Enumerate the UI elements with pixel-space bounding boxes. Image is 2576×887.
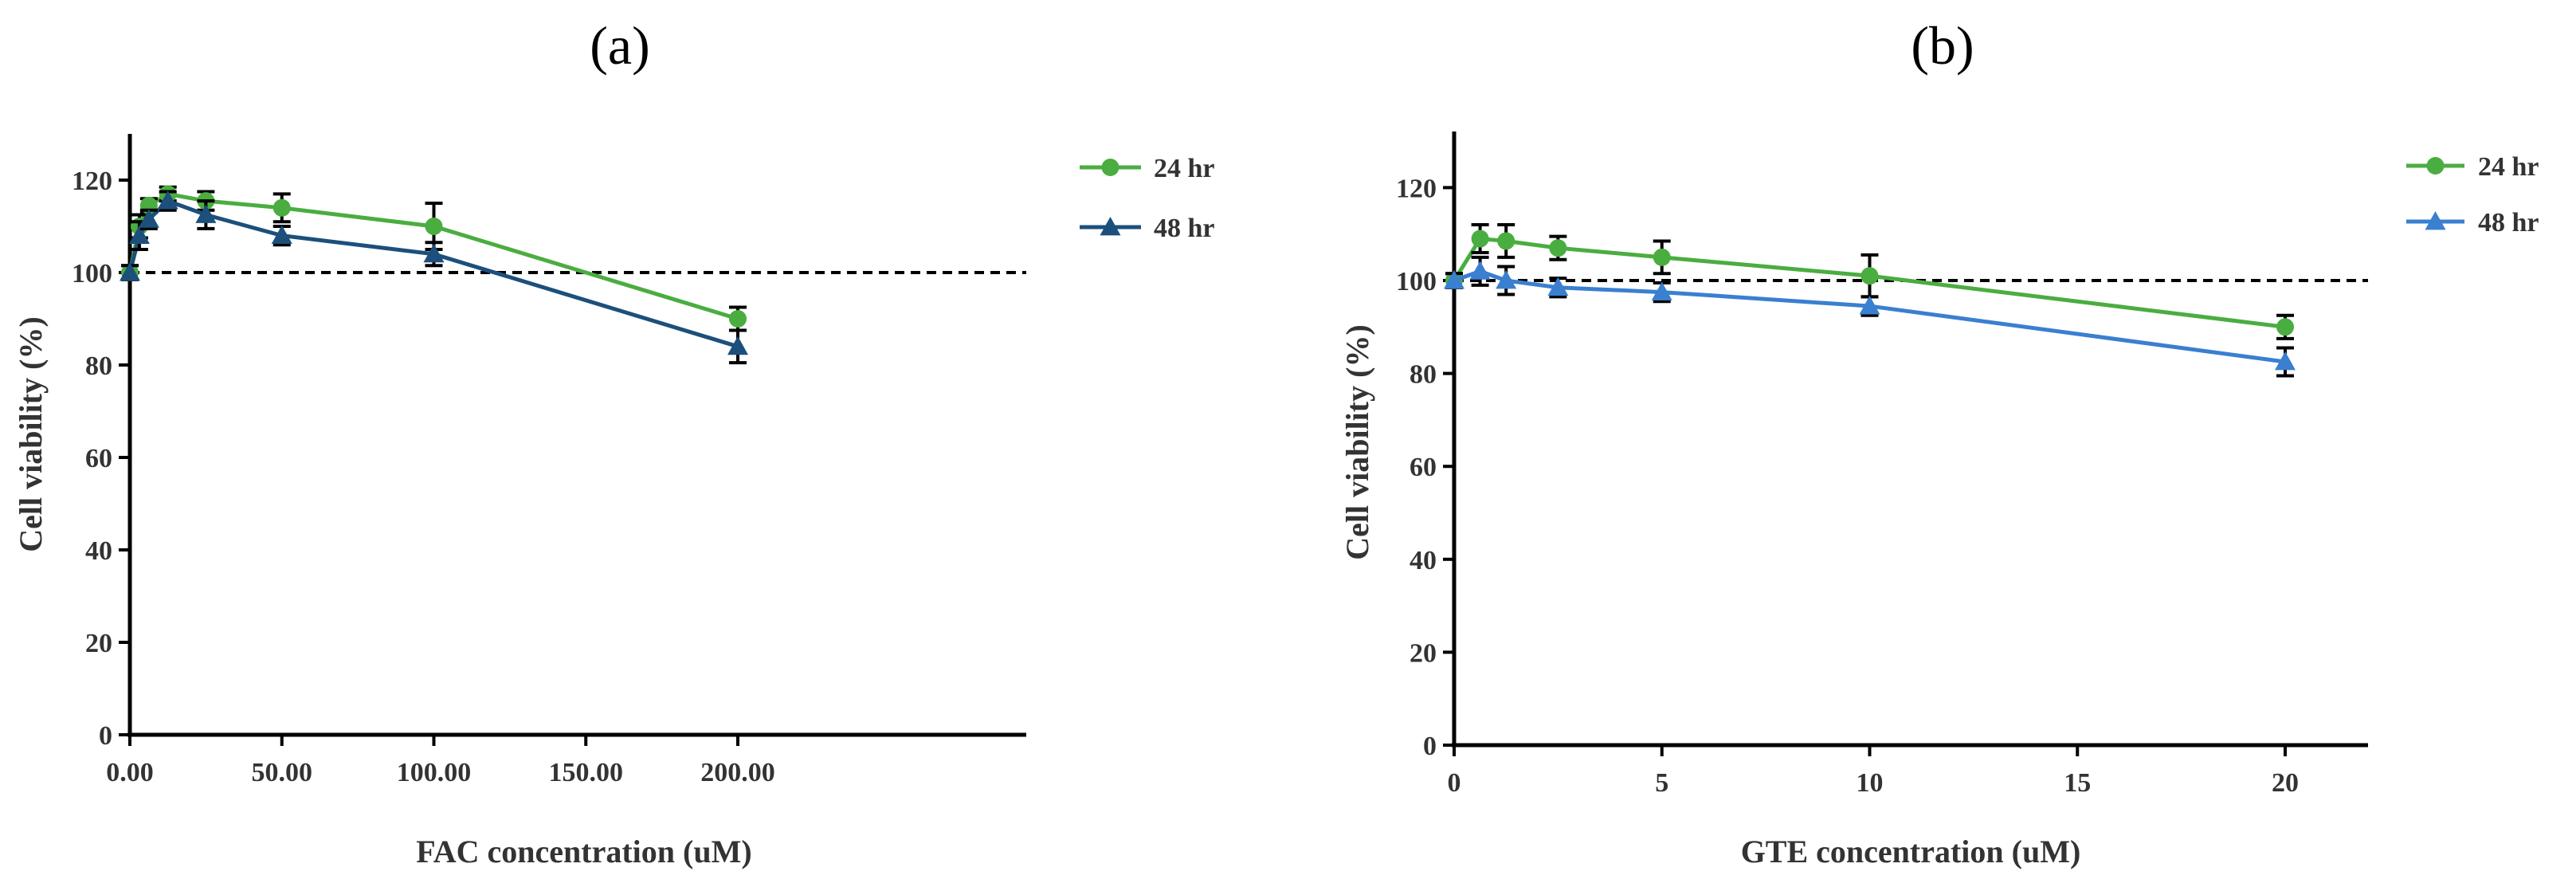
data-point-48-hr bbox=[138, 209, 159, 228]
x-tick-label: 0.00 bbox=[106, 758, 154, 787]
y-axis-title-b: Cell viability (%) bbox=[1339, 324, 1375, 560]
x-axis-title-b: GTE concentration (uM) bbox=[1741, 834, 2081, 869]
y-tick-label: 40 bbox=[1410, 546, 1437, 575]
x-tick-label: 15 bbox=[2064, 768, 2091, 798]
x-tick-label: 0 bbox=[1448, 768, 1461, 798]
x-tick-label: 20 bbox=[2272, 768, 2299, 798]
data-point-24-hr bbox=[1549, 239, 1567, 257]
legend-marker-48-hr bbox=[2425, 211, 2446, 230]
legend-label-48-hr: 48 hr bbox=[2478, 208, 2539, 237]
legend-marker-24-hr bbox=[1101, 159, 1119, 176]
x-tick-label: 200.00 bbox=[700, 758, 775, 787]
data-point-48-hr bbox=[271, 225, 292, 244]
y-axis-title-a: Cell viability (%) bbox=[13, 316, 49, 552]
legend-label-48-hr: 48 hr bbox=[1154, 214, 1215, 243]
x-tick-label: 5 bbox=[1655, 768, 1668, 798]
x-tick-label: 10 bbox=[1857, 768, 1884, 798]
x-tick-label: 150.00 bbox=[549, 758, 624, 787]
data-point-24-hr bbox=[2276, 318, 2294, 336]
legend-label-24-hr: 24 hr bbox=[2478, 152, 2539, 182]
panel-label-a: (a) bbox=[590, 15, 649, 76]
panel-label-b: (b) bbox=[1911, 15, 1974, 76]
chart-panel-a: (a) 0 20 40 60 80 100 120 0.00 50.00 100.00 150.0… bbox=[13, 15, 1215, 869]
y-tick-label: 100 bbox=[72, 259, 112, 288]
y-tick-label: 20 bbox=[85, 629, 112, 658]
legend-marker-48-hr bbox=[1100, 217, 1121, 236]
y-tick-label: 40 bbox=[85, 536, 112, 566]
data-point-24-hr bbox=[729, 310, 747, 328]
y-tick-label: 120 bbox=[72, 167, 112, 196]
data-point-48-hr bbox=[1496, 270, 1517, 289]
data-point-24-hr bbox=[272, 198, 291, 217]
y-tick-label: 60 bbox=[85, 444, 112, 473]
data-point-48-hr bbox=[1469, 261, 1491, 280]
y-tick-label: 80 bbox=[1410, 360, 1437, 390]
x-tick-label: 50.00 bbox=[252, 758, 313, 787]
data-point-48-hr bbox=[1444, 270, 1464, 289]
legend-marker-24-hr bbox=[2426, 157, 2445, 175]
y-tick-label: 20 bbox=[1410, 638, 1437, 668]
legend-label-24-hr: 24 hr bbox=[1154, 154, 1215, 183]
data-point-48-hr bbox=[423, 243, 445, 263]
data-point-48-hr bbox=[157, 190, 178, 210]
data-point-48-hr bbox=[128, 225, 150, 244]
data-point-24-hr bbox=[425, 218, 443, 235]
data-point-24-hr bbox=[1860, 267, 1879, 285]
data-point-24-hr bbox=[1653, 248, 1671, 266]
data-point-24-hr bbox=[1471, 230, 1489, 248]
data-point-48-hr bbox=[1547, 277, 1569, 296]
x-axis-title-a: FAC concentration (uM) bbox=[416, 834, 751, 869]
data-point-24-hr bbox=[1497, 232, 1515, 250]
y-tick-label: 60 bbox=[1410, 453, 1437, 482]
y-tick-label: 120 bbox=[1396, 174, 1437, 203]
y-tick-label: 100 bbox=[1396, 267, 1437, 296]
y-tick-label: 80 bbox=[85, 351, 112, 381]
chart-panel-b: (b) 0 20 40 60 80 100 120 0 5 10 15 20 GTE concent… bbox=[1339, 15, 2539, 869]
data-point-48-hr bbox=[120, 262, 140, 281]
data-point-48-hr bbox=[1859, 296, 1880, 315]
y-tick-label: 0 bbox=[1423, 732, 1437, 761]
data-point-48-hr bbox=[727, 336, 748, 355]
data-point-48-hr bbox=[2275, 351, 2296, 371]
data-point-48-hr bbox=[1651, 281, 1672, 300]
y-tick-label: 0 bbox=[99, 721, 112, 751]
data-point-48-hr bbox=[195, 204, 217, 223]
x-tick-label: 100.00 bbox=[397, 758, 472, 787]
